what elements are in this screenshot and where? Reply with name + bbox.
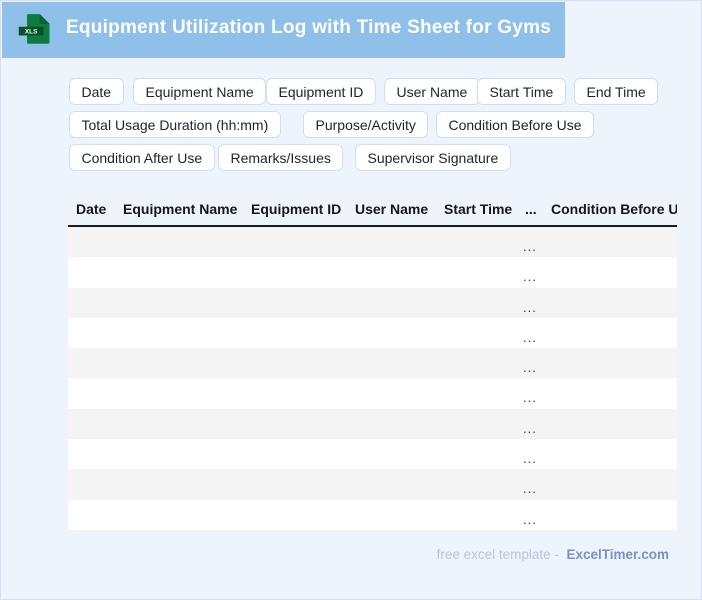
svg-text:XLS: XLS: [25, 28, 38, 35]
